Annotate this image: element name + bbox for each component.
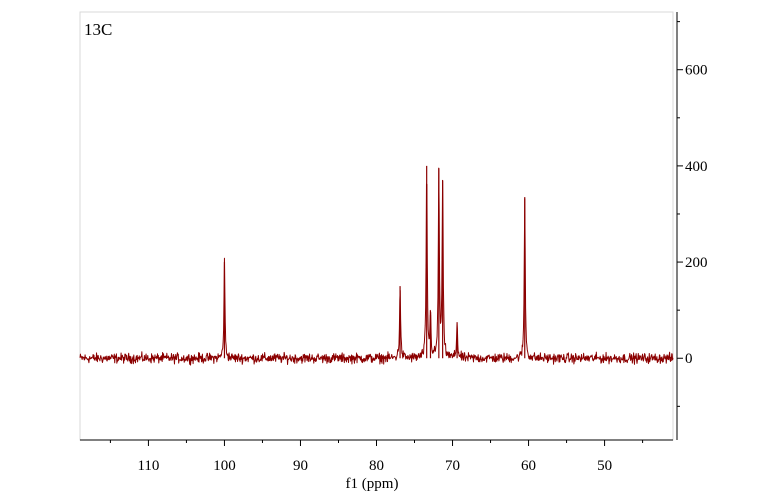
x-tick-label: 110 <box>137 458 159 474</box>
x-axis-title: f1 (ppm) <box>346 476 399 492</box>
x-tick-label: 90 <box>293 458 308 474</box>
x-tick-label: 80 <box>369 458 384 474</box>
y-tick-label: 0 <box>685 351 693 367</box>
x-tick-label: 60 <box>521 458 536 474</box>
x-tick-label: 50 <box>597 458 612 474</box>
y-tick-label: 400 <box>685 159 708 175</box>
x-tick-label: 70 <box>445 458 460 474</box>
peaks-layer <box>223 165 526 359</box>
y-tick-label: 600 <box>685 63 708 79</box>
plot-frame <box>79 11 674 441</box>
panel-label: 13C <box>84 20 112 39</box>
x-axis: 110 100 90 80 70 60 50 <box>80 439 673 474</box>
x-tick-label: 100 <box>213 458 236 474</box>
y-tick-label: 200 <box>685 255 708 271</box>
spectrum-series-line <box>79 167 674 366</box>
y-axis: 0 200 400 600 <box>676 12 708 440</box>
